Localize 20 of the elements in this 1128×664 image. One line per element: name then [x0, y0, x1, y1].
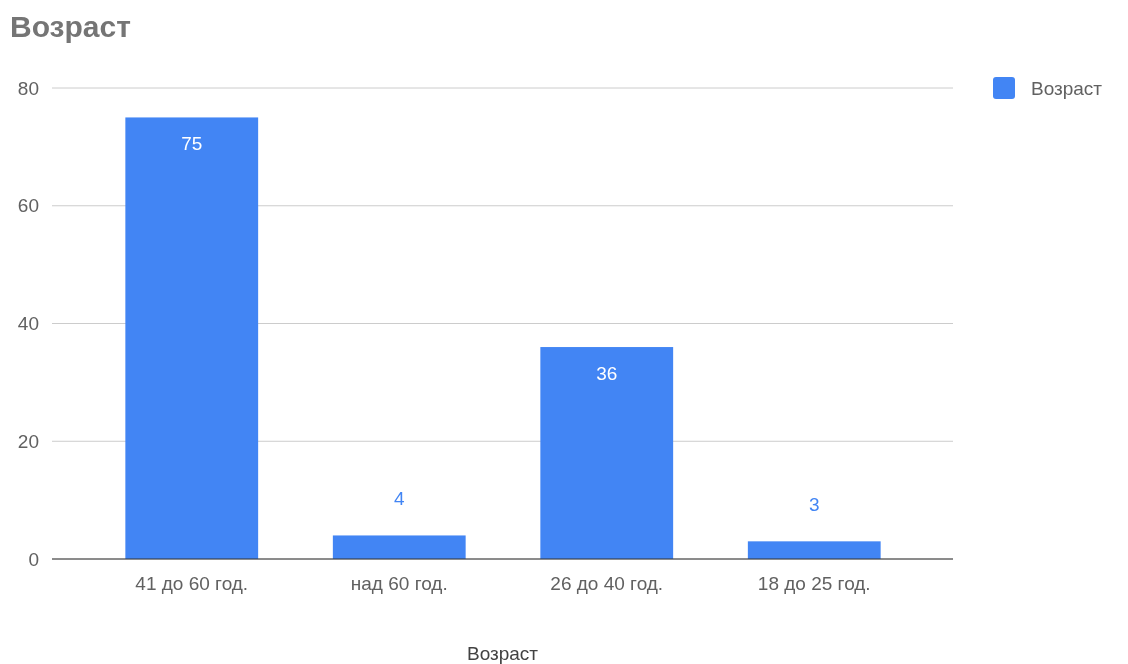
data-label: 3 — [808, 494, 820, 516]
x-axis-title: Возраст — [466, 643, 539, 664]
x-tick-label: над 60 год. — [350, 572, 448, 594]
bar — [540, 347, 674, 559]
x-tick-label: 26 до 40 год. — [550, 572, 664, 594]
data-label: 4 — [393, 488, 405, 510]
bar — [332, 535, 466, 559]
data-label: 75 — [181, 133, 203, 155]
bar — [747, 541, 881, 559]
legend-label: Возраст — [1031, 78, 1103, 99]
x-tick-label: 18 до 25 год. — [757, 572, 871, 594]
y-tick-label: 40 — [17, 313, 39, 335]
y-tick-label: 80 — [17, 77, 39, 99]
x-tick-label: 41 до 60 год. — [135, 572, 249, 594]
y-tick-label: 20 — [17, 430, 39, 452]
data-label: 36 — [596, 363, 618, 385]
y-tick-label: 60 — [17, 195, 39, 217]
chart-title: Возраст — [10, 10, 131, 43]
bar — [125, 117, 259, 559]
y-tick-label: 0 — [28, 548, 39, 570]
